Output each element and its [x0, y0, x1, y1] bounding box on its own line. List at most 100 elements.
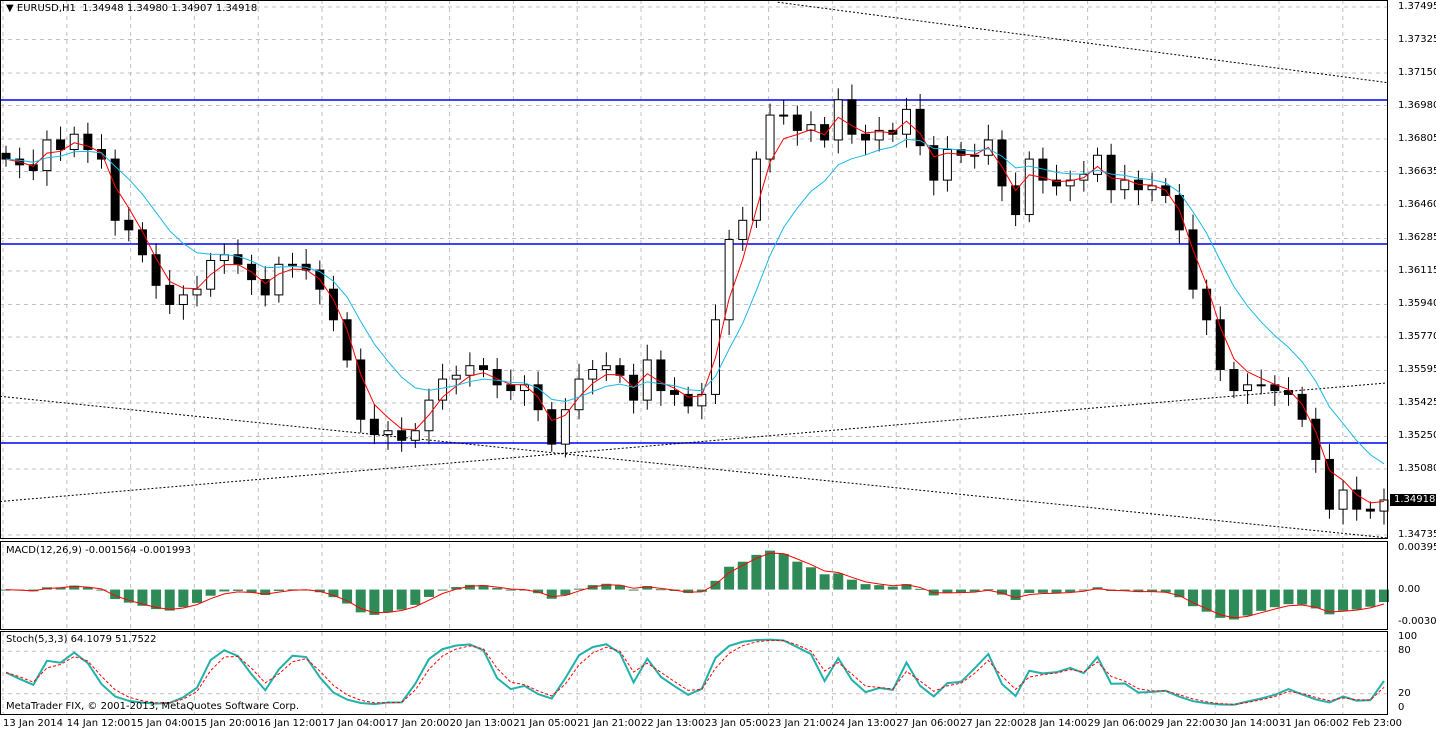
macd-bar	[342, 589, 353, 604]
candle-body	[1065, 179, 1075, 187]
time-label: 29 Jan 22:00	[1151, 718, 1215, 729]
stoch-main-line	[5, 638, 1385, 706]
macd-bar	[492, 587, 503, 590]
macd-bar	[546, 589, 557, 599]
macd-bar	[887, 586, 898, 590]
macd-bar	[805, 567, 816, 590]
macd-bar	[246, 589, 257, 593]
candle-body	[942, 149, 952, 181]
stoch-signal-line	[5, 639, 1385, 705]
candle-body	[970, 154, 980, 157]
candle-body	[1092, 154, 1102, 175]
macd-bar	[151, 589, 162, 610]
low-price: 1.34907	[171, 3, 213, 14]
stoch-tick: 0	[1398, 702, 1405, 713]
candle-body	[438, 378, 448, 401]
macd-bar	[69, 585, 80, 590]
candle-body	[274, 263, 284, 296]
ma-fast-line	[5, 116, 1385, 504]
macd-bar	[178, 589, 189, 608]
macd-bar	[451, 587, 462, 590]
candle-body	[506, 384, 516, 392]
candle-body	[369, 418, 379, 436]
macd-bar	[1215, 589, 1226, 618]
price-tick: 1.37150	[1398, 67, 1436, 78]
macd-bar	[260, 589, 271, 596]
price-tick: 1.35250	[1398, 430, 1436, 442]
macd-tick: -0.003083	[1398, 616, 1436, 627]
candle-body	[342, 319, 352, 361]
candle-body	[929, 145, 939, 181]
candle-body	[192, 288, 202, 296]
price-tick: 1.36805	[1398, 133, 1436, 144]
candle-body	[670, 390, 680, 395]
time-label: 23 Jan 21:00	[768, 718, 832, 729]
open-price: 1.34948	[82, 3, 124, 14]
time-label: 14 Jan 12:00	[66, 718, 131, 729]
candle-body	[615, 365, 625, 376]
candle-body	[1215, 319, 1225, 371]
macd-bar	[1338, 589, 1349, 611]
candle-body	[1011, 185, 1021, 216]
dropdown-triangle-icon[interactable]: ▼	[6, 3, 14, 14]
candle-body	[574, 378, 584, 411]
macd-bar	[96, 589, 107, 591]
candle-body	[724, 238, 734, 321]
time-label: 29 Jan 06:00	[1087, 718, 1151, 729]
candle-body	[1324, 458, 1334, 510]
price-tick: 1.37325	[1398, 33, 1436, 45]
macd-bar	[1228, 589, 1239, 620]
time-label: 27 Jan 06:00	[896, 718, 960, 729]
candle-body	[1, 152, 11, 160]
macd-tick: 0.00	[1398, 583, 1421, 595]
macd-bar	[192, 589, 203, 603]
trendline	[0, 382, 1388, 503]
candle-body	[738, 219, 748, 240]
candle-body	[751, 158, 761, 221]
macd-bar	[1187, 589, 1198, 607]
candle-body	[383, 430, 393, 436]
candle-body	[260, 279, 270, 296]
candle-body	[1311, 418, 1321, 460]
time-label: 15 Jan 20:00	[194, 718, 258, 729]
macd-signal-line	[5, 552, 1385, 619]
candle-body	[1024, 158, 1034, 216]
macd-bar	[710, 580, 721, 590]
price-tick: 1.35940	[1398, 298, 1436, 310]
price-tick: 1.37495	[1398, 1, 1436, 12]
macd-bar	[1269, 589, 1280, 608]
macd-bar	[942, 589, 953, 593]
candle-body	[1188, 229, 1198, 290]
candle-body	[956, 149, 966, 156]
trendline	[777, 1, 1388, 84]
candle-body	[874, 129, 884, 141]
panel-border	[0, 0, 1388, 539]
macd-bar	[232, 589, 243, 591]
price-tick: 1.35080	[1398, 463, 1436, 474]
candle-body	[356, 359, 366, 420]
time-label: 13 Jan 2014	[3, 718, 63, 729]
macd-bar	[423, 589, 434, 597]
stoch-tick: 100	[1398, 631, 1418, 642]
chart-header: ▼ EURUSD,H1 1.34948 1.34980 1.34907 1.34…	[6, 3, 257, 14]
macd-bar	[328, 589, 339, 598]
candle-body	[847, 99, 857, 135]
symbol-label: EURUSD,H1	[16, 3, 76, 14]
close-price: 1.34918	[215, 3, 258, 14]
macd-bar	[765, 550, 776, 590]
macd-bar	[273, 589, 284, 592]
candle-body	[219, 254, 229, 261]
panel-border	[0, 631, 1388, 715]
macd-bar	[560, 589, 571, 595]
candle-body	[820, 124, 830, 141]
candle-body	[997, 139, 1007, 187]
stoch-tick: 80	[1398, 645, 1411, 657]
candle-body	[1120, 179, 1130, 191]
candle-body	[806, 124, 816, 131]
candle-body	[915, 108, 925, 147]
time-label: 22 Jan 13:00	[641, 718, 705, 729]
price-tick: 1.36635	[1398, 165, 1436, 177]
macd-bar	[219, 589, 230, 592]
time-label: 28 Jan 14:00	[1023, 718, 1088, 729]
